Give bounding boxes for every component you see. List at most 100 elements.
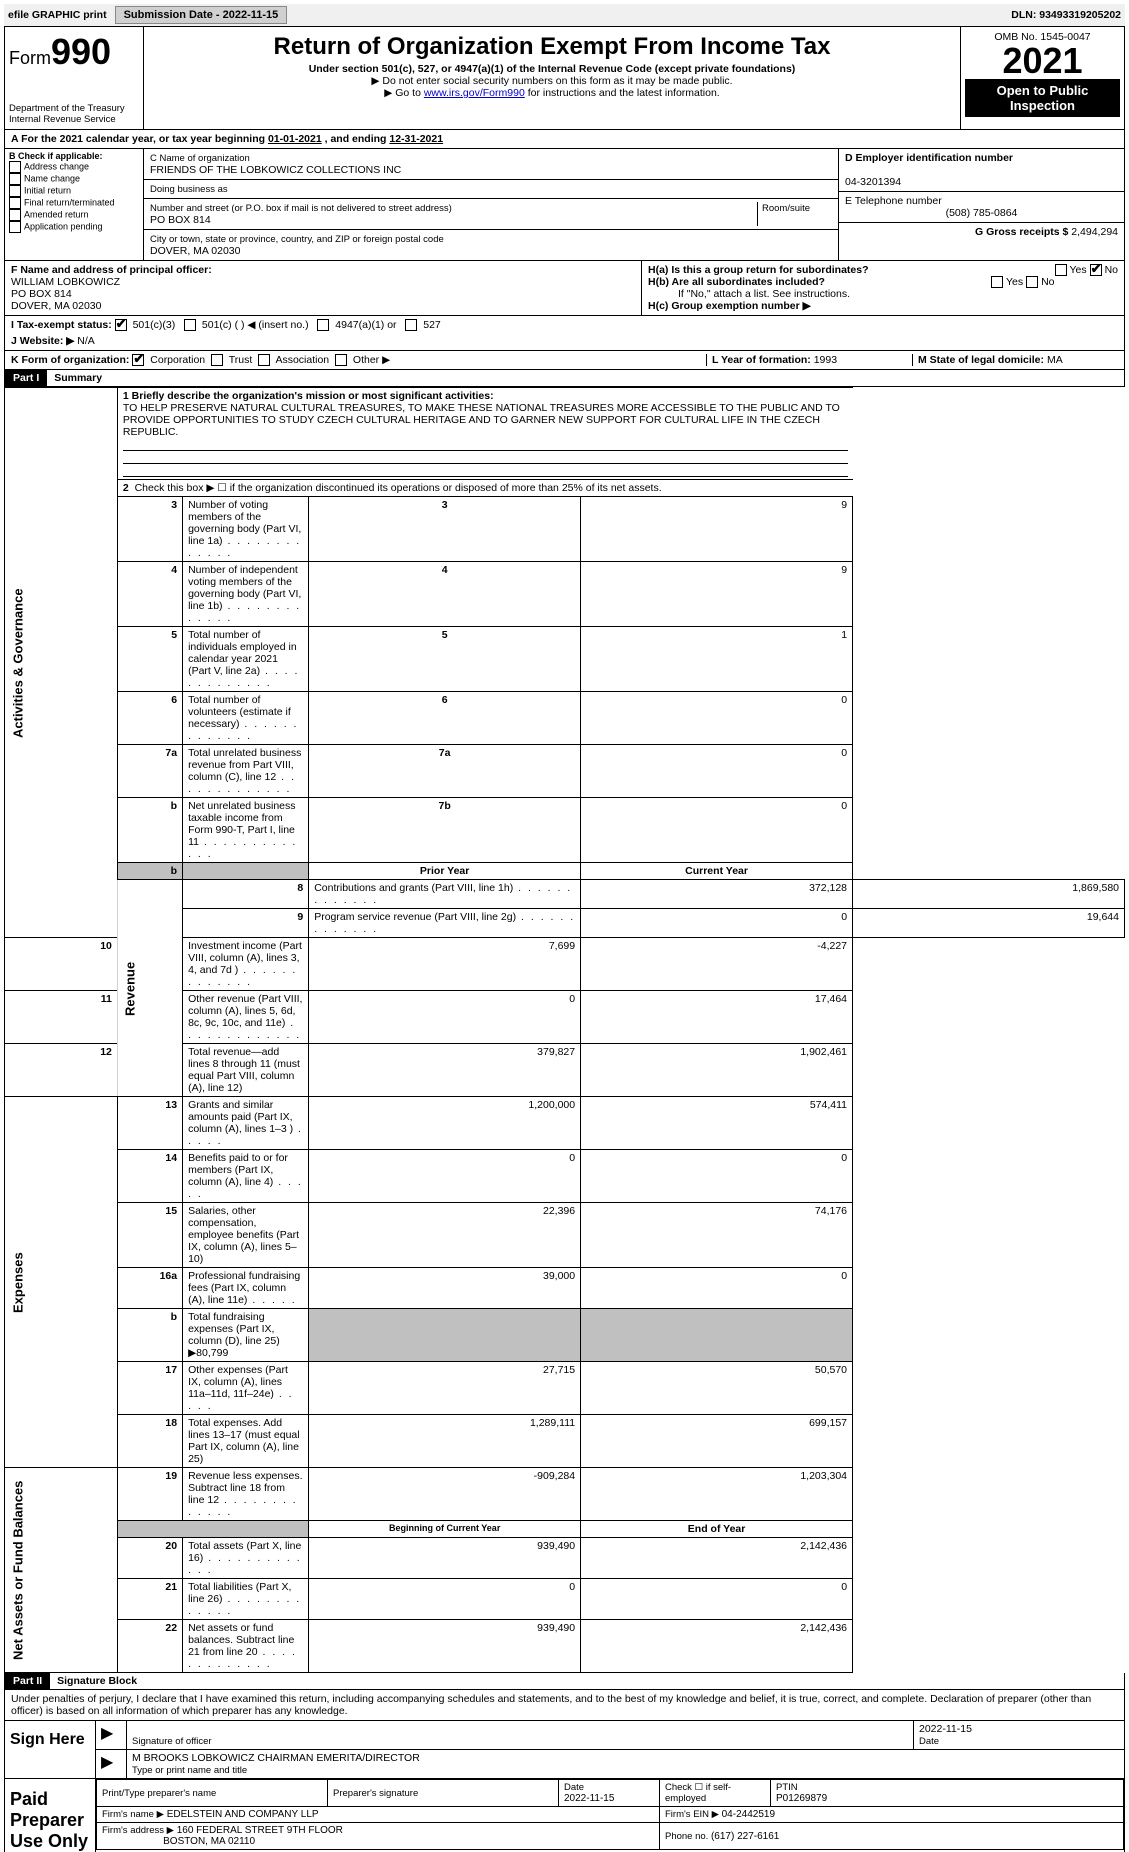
chk-initial-return[interactable] xyxy=(9,185,21,197)
r16b-p xyxy=(309,1309,581,1362)
chk-amended[interactable] xyxy=(9,209,21,221)
r22-label: Net assets or fund balances. Subtract li… xyxy=(183,1620,309,1673)
r19-label: Revenue less expenses. Subtract line 18 … xyxy=(183,1468,309,1521)
col-prior-hdr: Prior Year xyxy=(309,863,581,880)
lbl-501c3: 501(c)(3) xyxy=(133,319,176,331)
r11-c: 17,464 xyxy=(581,991,853,1044)
chk-address-change[interactable] xyxy=(9,161,21,173)
part-2-header-row: Part II Signature Block xyxy=(4,1673,1125,1690)
r19-num: 19 xyxy=(117,1468,182,1521)
form-subtitle-2: ▶ Do not enter social security numbers o… xyxy=(148,75,956,87)
r18-num: 18 xyxy=(117,1415,182,1468)
lbl-527: 527 xyxy=(423,319,441,331)
state-domicile-val: MA xyxy=(1047,354,1063,366)
r8-num: 8 xyxy=(183,880,309,909)
open-to-public: Open to Public Inspection xyxy=(965,79,1120,117)
chk-assoc[interactable] xyxy=(258,354,270,366)
status-website-row: I Tax-exempt status: 501(c)(3) 501(c) ( … xyxy=(4,316,1125,351)
chk-app-pending[interactable] xyxy=(9,221,21,233)
r9-num: 9 xyxy=(183,909,309,938)
hb-no[interactable] xyxy=(1026,276,1038,288)
col-end-hdr: End of Year xyxy=(581,1521,853,1538)
hb-no-lbl: No xyxy=(1041,276,1054,288)
tax-year: 2021 xyxy=(965,43,1120,79)
chk-corp[interactable] xyxy=(132,354,144,366)
prep-h5v: P01269879 xyxy=(776,1793,827,1804)
ein-val: 04-3201394 xyxy=(845,176,901,188)
hb-note: If "No," attach a list. See instructions… xyxy=(648,288,1118,300)
sig-date-label: Date xyxy=(919,1736,939,1747)
r17-c: 50,570 xyxy=(581,1362,853,1415)
form-org-row: K Form of organization: Corporation Trus… xyxy=(4,351,1125,370)
r20-num: 20 xyxy=(117,1538,182,1579)
officer-group-block: F Name and address of principal officer:… xyxy=(4,261,1125,316)
chk-trust[interactable] xyxy=(211,354,223,366)
r14-num: 14 xyxy=(117,1150,182,1203)
r16b-num: b xyxy=(117,1309,182,1362)
r13-p: 1,200,000 xyxy=(309,1097,581,1150)
prep-h2: Preparer's signature xyxy=(333,1788,418,1799)
box-b-header: B Check if applicable: xyxy=(9,151,103,161)
r16b-c xyxy=(581,1309,853,1362)
r16a-num: 16a xyxy=(117,1268,182,1309)
r13-c: 574,411 xyxy=(581,1097,853,1150)
preparer-block: Paid Preparer Use Only Print/Type prepar… xyxy=(4,1779,1125,1852)
r6-label: Total number of volunteers (estimate if … xyxy=(183,692,309,745)
firm-addr2: BOSTON, MA 02110 xyxy=(163,1836,255,1847)
r11-num: 11 xyxy=(5,991,118,1044)
chk-501c[interactable] xyxy=(184,319,196,331)
vtab-revenue: Revenue xyxy=(117,880,182,1097)
officer-name: WILLIAM LOBKOWICZ xyxy=(11,276,120,288)
part-1-title: Summary xyxy=(50,372,102,384)
goto-post: for instructions and the latest informat… xyxy=(525,87,720,99)
gross-val: 2,494,294 xyxy=(1071,226,1118,238)
lbl-trust: Trust xyxy=(229,354,253,366)
lbl-address-change: Address change xyxy=(24,161,89,171)
r15-label: Salaries, other compensation, employee b… xyxy=(183,1203,309,1268)
r18-p: 1,289,111 xyxy=(309,1415,581,1468)
chk-other[interactable] xyxy=(335,354,347,366)
rb-num: b xyxy=(117,863,182,880)
prep-h3v: 2022-11-15 xyxy=(564,1793,614,1804)
r12-num: 12 xyxy=(5,1044,118,1097)
r3-box: 3 xyxy=(309,497,581,562)
r7b-box: 7b xyxy=(309,798,581,863)
ha-yes[interactable] xyxy=(1055,264,1067,276)
r22-p: 939,490 xyxy=(309,1620,581,1673)
tax-status-label: I Tax-exempt status: xyxy=(11,319,112,331)
part-1-header-row: Part I Summary xyxy=(4,370,1125,387)
r9-label: Program service revenue (Part VIII, line… xyxy=(309,909,581,938)
r20-label: Total assets (Part X, line 16) xyxy=(183,1538,309,1579)
year-formation-label: L Year of formation: xyxy=(712,354,814,366)
org-name: FRIENDS OF THE LOBKOWICZ COLLECTIONS INC xyxy=(150,164,401,176)
part-1-badge: Part I xyxy=(5,370,47,386)
chk-final-return[interactable] xyxy=(9,197,21,209)
gross-label: G Gross receipts $ xyxy=(975,226,1071,238)
officer-label: F Name and address of principal officer: xyxy=(11,264,212,276)
ha-no[interactable] xyxy=(1090,264,1102,276)
r14-label: Benefits paid to or for members (Part IX… xyxy=(183,1150,309,1203)
period-label: A For the 2021 calendar year, or tax yea… xyxy=(11,133,268,145)
lbl-amended: Amended return xyxy=(24,209,89,219)
mission-text: TO HELP PRESERVE NATURAL CULTURAL TREASU… xyxy=(123,402,840,438)
hb-yes[interactable] xyxy=(991,276,1003,288)
dept-treasury: Department of the Treasury Internal Reve… xyxy=(9,103,139,125)
r7a-box: 7a xyxy=(309,745,581,798)
q1-label: 1 Briefly describe the organization's mi… xyxy=(123,390,494,402)
hb-label: H(b) Are all subordinates included? xyxy=(648,276,825,288)
officer-addr2: DOVER, MA 02030 xyxy=(11,300,101,312)
ha-yes-lbl: Yes xyxy=(1070,264,1087,276)
firm-ein: 04-2442519 xyxy=(722,1809,775,1820)
r7b-num: b xyxy=(117,798,182,863)
col-begin-hdr: Beginning of Current Year xyxy=(309,1521,581,1538)
chk-name-change[interactable] xyxy=(9,173,21,185)
form-title: Return of Organization Exempt From Incom… xyxy=(148,33,956,61)
chk-527[interactable] xyxy=(405,319,417,331)
irs-link[interactable]: www.irs.gov/Form990 xyxy=(424,87,525,99)
chk-4947[interactable] xyxy=(317,319,329,331)
submission-date-button[interactable]: Submission Date - 2022-11-15 xyxy=(115,6,288,24)
mission-line-3 xyxy=(123,464,848,477)
sign-here-label: Sign Here xyxy=(5,1721,96,1778)
chk-501c3[interactable] xyxy=(115,319,127,331)
period-begin: 01-01-2021 xyxy=(268,133,322,145)
